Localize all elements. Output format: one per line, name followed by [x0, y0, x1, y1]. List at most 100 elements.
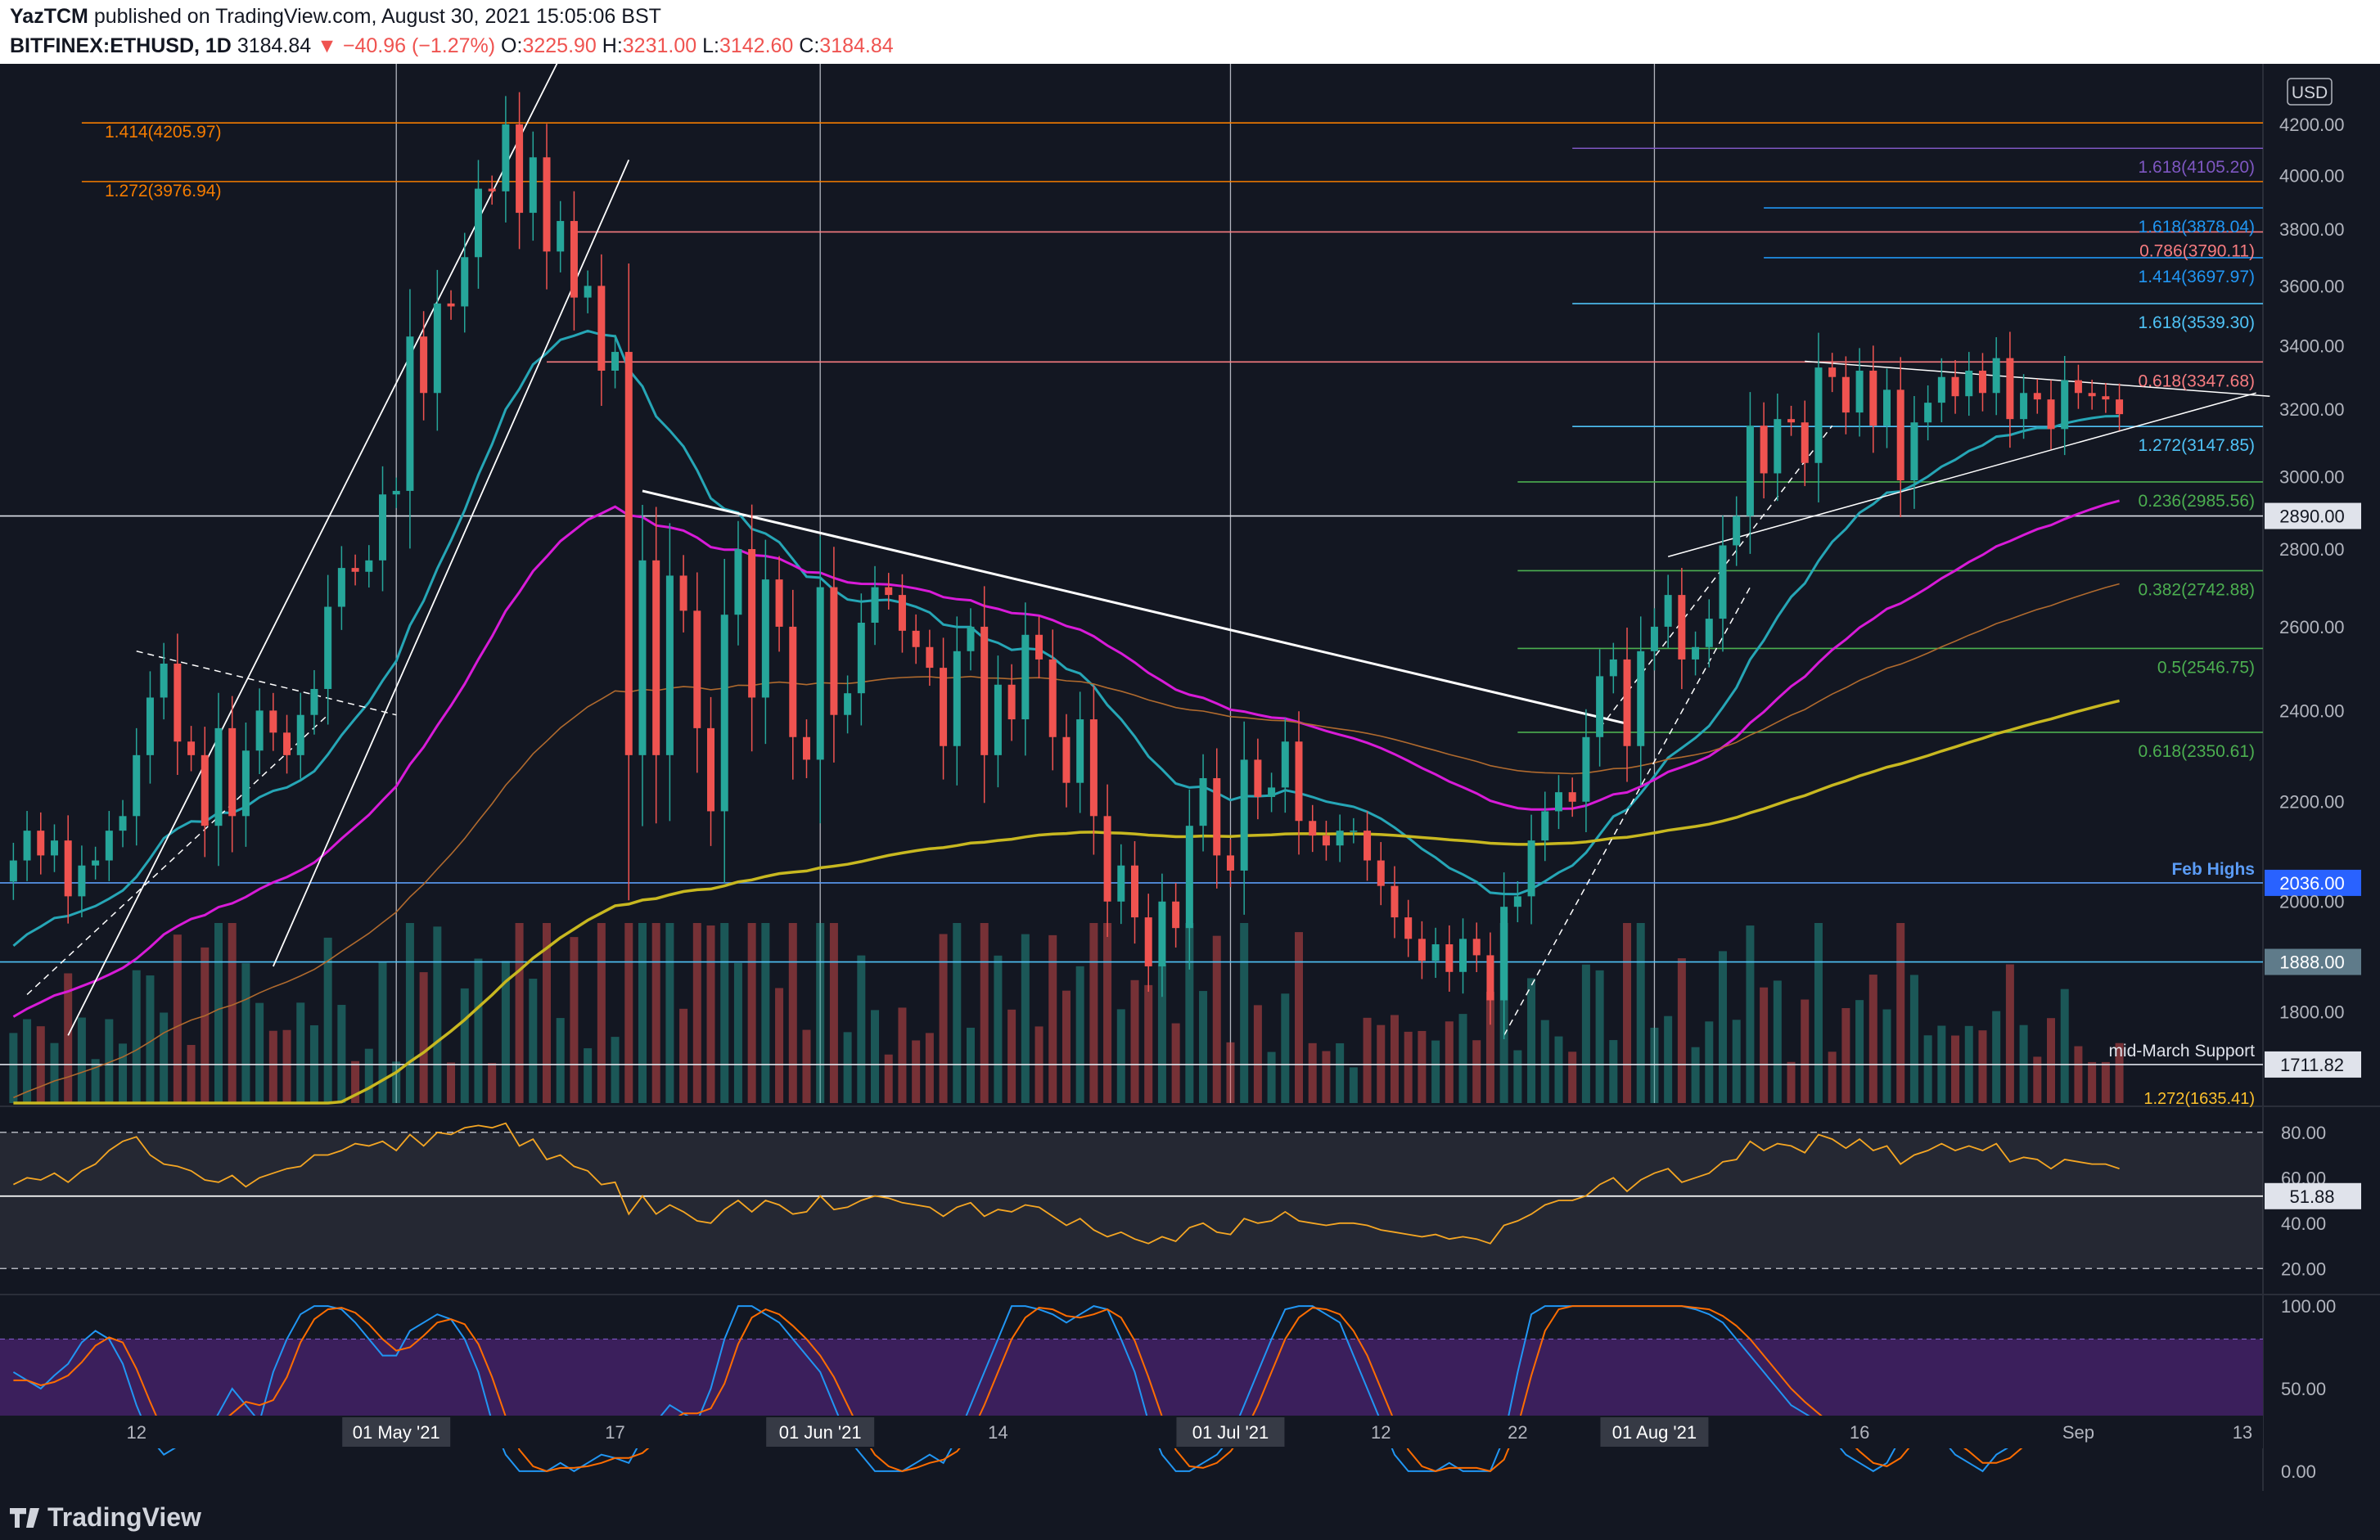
- volume-bar: [1609, 1040, 1618, 1103]
- candle: [1445, 925, 1454, 992]
- price-chart[interactable]: 2036.00 2890.00 1888.00 1711.82 1800.00 2000.…: [0, 64, 2380, 1491]
- volume-bar: [1540, 1020, 1549, 1103]
- candle: [1841, 356, 1850, 435]
- volume-bar: [1431, 1040, 1440, 1103]
- volume-bar: [1199, 991, 1208, 1103]
- candle: [1254, 738, 1262, 820]
- candle: [1295, 711, 1303, 855]
- candle: [187, 726, 196, 772]
- volume-bar: [77, 1017, 86, 1103]
- volume-bar: [1909, 975, 1918, 1103]
- candle: [638, 504, 647, 826]
- candle-body: [1719, 545, 1727, 619]
- volume-bar: [884, 1054, 893, 1103]
- volume-bar: [1445, 1021, 1454, 1103]
- candle-body: [1637, 651, 1645, 746]
- candle-body: [9, 860, 17, 882]
- candle-body: [433, 303, 441, 394]
- candle-body: [1705, 619, 1713, 647]
- candle-body: [1855, 370, 1864, 413]
- candle: [720, 558, 728, 883]
- candle: [926, 629, 934, 687]
- volume-bar: [2047, 1018, 2056, 1103]
- price-axis-badge: [2265, 948, 2361, 975]
- candle: [255, 688, 264, 775]
- volume-bar: [2074, 1046, 2083, 1103]
- candle-body: [789, 626, 797, 737]
- candle-body: [1486, 955, 1494, 1001]
- candle-body: [1103, 816, 1111, 902]
- candle: [1350, 817, 1358, 844]
- volume-bar: [1978, 1030, 1987, 1103]
- volume-bar: [201, 947, 210, 1103]
- volume-bar: [1485, 992, 1494, 1103]
- candle: [1486, 932, 1494, 1025]
- candle-body: [1883, 390, 1891, 426]
- price-tick-label: 1800.00: [2279, 1002, 2345, 1023]
- candle-body: [187, 741, 196, 755]
- candle-body: [160, 663, 168, 698]
- candle-body: [255, 710, 264, 751]
- candle-body: [1172, 901, 1180, 929]
- candle: [844, 675, 852, 734]
- candle-body: [502, 124, 510, 191]
- candle: [1035, 616, 1044, 679]
- publish-info: YazTCM published on TradingView.com, Aug…: [10, 5, 661, 29]
- candle-body: [1924, 403, 1932, 423]
- volume-bar: [1116, 1009, 1125, 1103]
- volume-bar: [638, 923, 647, 1103]
- time-axis-bg: [0, 1416, 2263, 1448]
- price-axis-badge: [2265, 869, 2361, 896]
- volume-bar: [132, 970, 141, 1103]
- triangle-resistance-line: [1805, 360, 2270, 397]
- ema-200-line: [13, 699, 2121, 1105]
- volume-bar: [597, 923, 606, 1103]
- volume-bar: [1923, 1035, 1932, 1103]
- candle: [898, 574, 906, 653]
- candle-body: [516, 124, 524, 214]
- ema-50-line: [12, 499, 2120, 1018]
- tradingview-logo[interactable]: TradingView: [10, 1502, 201, 1533]
- time-tick-label: 01 Jul '21: [1192, 1422, 1269, 1443]
- publisher-name[interactable]: YazTCM: [10, 5, 88, 28]
- volume-bar: [1363, 1017, 1372, 1103]
- time-tick-label: 16: [1850, 1422, 1869, 1443]
- candle: [1391, 866, 1399, 939]
- volume-bar: [1951, 1035, 1960, 1103]
- volume-bar: [1882, 1009, 1891, 1103]
- price-axis-badge-label: 1888.00: [2279, 952, 2345, 973]
- candle: [584, 270, 592, 313]
- candle: [1855, 348, 1864, 437]
- fib-level-label: 0.786(3790.11): [2139, 241, 2255, 260]
- candle-body: [420, 336, 428, 394]
- candle: [624, 263, 633, 901]
- wedge-lower-line: [273, 160, 630, 967]
- price-tick-label: 2200.00: [2279, 792, 2345, 813]
- volume-bar: [1855, 1000, 1864, 1103]
- rsi-tick-label: 20.00: [2281, 1259, 2326, 1279]
- volume-bar: [1787, 1061, 1796, 1103]
- candle: [1869, 345, 1877, 453]
- fib-level-label: 1.414(3697.97): [2139, 268, 2255, 286]
- candle: [2074, 364, 2082, 409]
- price-axis-badge-label: 2036.00: [2279, 873, 2345, 894]
- symbol-name[interactable]: BITFINEX:ETHUSD, 1D: [10, 34, 232, 57]
- candle: [1992, 337, 2000, 416]
- volume-bar: [474, 958, 483, 1103]
- candle: [160, 642, 168, 720]
- candle-body: [1295, 741, 1303, 822]
- candle-body: [2006, 358, 2014, 420]
- time-axis-badge: [342, 1417, 451, 1447]
- candle: [2116, 383, 2124, 431]
- candle: [1089, 685, 1098, 855]
- volume-bar: [173, 934, 182, 1103]
- candle: [912, 614, 920, 664]
- candle-body: [912, 630, 920, 647]
- volume-bar: [1691, 1047, 1700, 1103]
- candle: [1076, 691, 1084, 813]
- candle-body: [543, 157, 551, 252]
- price-tick-label: 4000.00: [2279, 165, 2345, 186]
- candle-body: [885, 587, 893, 596]
- volume-bar: [241, 963, 250, 1103]
- candle: [1924, 385, 1932, 441]
